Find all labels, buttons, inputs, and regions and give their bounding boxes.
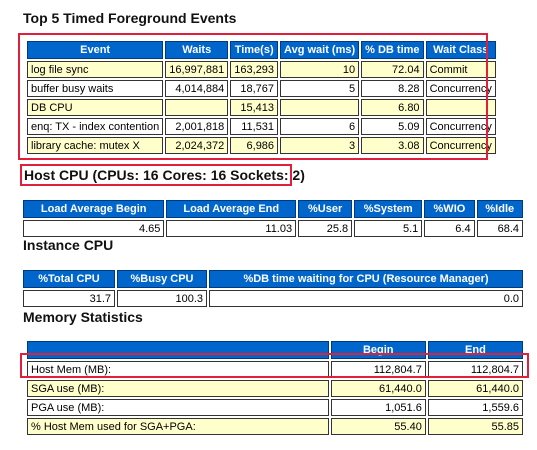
column-header-db-time: % DB time	[361, 41, 424, 59]
time-cell: 163,293	[230, 61, 279, 78]
column-header-busy-cpu: %Busy CPU	[117, 270, 207, 288]
end-cell: 112,804.7	[427, 361, 523, 378]
waits-cell	[165, 99, 229, 116]
column-header-end: End	[427, 341, 523, 359]
end-cell: 1,559.6	[427, 399, 523, 416]
column-header-system: %System	[354, 200, 423, 218]
wait-class-cell: Commit	[425, 61, 496, 78]
table-row: SGA use (MB): 61,440.0 61,440.0	[27, 380, 523, 397]
busy-cpu-cell: 100.3	[117, 290, 207, 307]
instance-cpu-table: %Total CPU %Busy CPU %DB time waiting fo…	[21, 268, 525, 309]
column-header-waits: Waits	[165, 41, 229, 59]
db-time-cell: 72.04	[361, 61, 424, 78]
avg-wait-cell: 3	[280, 137, 360, 154]
column-header-time: Time(s)	[230, 41, 279, 59]
total-cpu-cell: 31.7	[23, 290, 115, 307]
column-header-begin: Begin	[330, 341, 426, 359]
time-cell: 18,767	[230, 80, 279, 97]
begin-cell: 1,051.6	[330, 399, 426, 416]
column-header-load-avg-begin: Load Average Begin	[23, 200, 165, 218]
table-row: DB CPU 15,413 6.80	[27, 99, 496, 116]
db-time-waiting-cell: 0.0	[209, 290, 523, 307]
memory-label-cell: % Host Mem used for SGA+PGA:	[27, 418, 329, 435]
table-row: PGA use (MB): 1,051.6 1,559.6	[27, 399, 523, 416]
event-cell: library cache: mutex X	[27, 137, 164, 154]
time-cell: 15,413	[230, 99, 279, 116]
end-cell: 55.85	[427, 418, 523, 435]
event-cell: log file sync	[27, 61, 164, 78]
wait-class-cell: Concurrency	[425, 80, 496, 97]
column-header-user: %User	[298, 200, 353, 218]
system-cell: 5.1	[354, 220, 423, 237]
column-header-blank	[27, 341, 329, 359]
table-row: 31.7 100.3 0.0	[23, 290, 523, 307]
avg-wait-cell: 6	[280, 118, 360, 135]
table-row: enq: TX - index contention 2,001,818 11,…	[27, 118, 496, 135]
column-header-wait-class: Wait Class	[425, 41, 496, 59]
waits-cell: 4,014,884	[165, 80, 229, 97]
waits-cell: 2,024,372	[165, 137, 229, 154]
memory-statistics-title: Memory Statistics	[23, 309, 143, 325]
waits-cell: 16,997,881	[165, 61, 229, 78]
load-avg-begin-cell: 4.65	[23, 220, 165, 237]
table-row: buffer busy waits 4,014,884 18,767 5 8.2…	[27, 80, 496, 97]
top5-events-title: Top 5 Timed Foreground Events	[23, 10, 237, 26]
time-cell: 11,531	[230, 118, 279, 135]
idle-cell: 68.4	[476, 220, 523, 237]
table-row: % Host Mem used for SGA+PGA: 55.40 55.85	[27, 418, 523, 435]
begin-cell: 61,440.0	[330, 380, 426, 397]
avg-wait-cell	[280, 99, 360, 116]
column-header-event: Event	[27, 41, 164, 59]
column-header-idle: %Idle	[476, 200, 523, 218]
avg-wait-cell: 5	[280, 80, 360, 97]
instance-cpu-title: Instance CPU	[23, 237, 114, 253]
column-header-db-time-waiting: %DB time waiting for CPU (Resource Manag…	[209, 270, 523, 288]
table-header-row: Load Average Begin Load Average End %Use…	[23, 200, 523, 218]
wait-class-cell: Concurrency	[425, 118, 496, 135]
end-cell: 61,440.0	[427, 380, 523, 397]
db-time-cell: 5.09	[361, 118, 424, 135]
begin-cell: 112,804.7	[330, 361, 426, 378]
event-cell: buffer busy waits	[27, 80, 164, 97]
db-time-cell: 3.08	[361, 137, 424, 154]
db-time-cell: 6.80	[361, 99, 424, 116]
memory-label-cell: Host Mem (MB):	[27, 361, 329, 378]
table-row: 4.65 11.03 25.8 5.1 6.4 68.4	[23, 220, 523, 237]
time-cell: 6,986	[230, 137, 279, 154]
db-time-cell: 8.28	[361, 80, 424, 97]
begin-cell: 55.40	[330, 418, 426, 435]
top5-events-table: Event Waits Time(s) Avg wait (ms) % DB t…	[25, 39, 498, 156]
event-cell: enq: TX - index contention	[27, 118, 164, 135]
user-cell: 25.8	[298, 220, 353, 237]
host-cpu-title: Host CPU (CPUs: 16 Cores: 16 Sockets: 2)	[24, 167, 305, 183]
memory-statistics-table: Begin End Host Mem (MB): 112,804.7 112,8…	[25, 339, 525, 437]
column-header-load-avg-end: Load Average End	[166, 200, 297, 218]
memory-label-cell: SGA use (MB):	[27, 380, 329, 397]
table-row: Host Mem (MB): 112,804.7 112,804.7	[27, 361, 523, 378]
column-header-total-cpu: %Total CPU	[23, 270, 115, 288]
avg-wait-cell: 10	[280, 61, 360, 78]
event-cell: DB CPU	[27, 99, 164, 116]
load-avg-end-cell: 11.03	[166, 220, 297, 237]
memory-label-cell: PGA use (MB):	[27, 399, 329, 416]
table-header-row: Event Waits Time(s) Avg wait (ms) % DB t…	[27, 41, 496, 59]
wait-class-cell: Concurrency	[425, 137, 496, 154]
wio-cell: 6.4	[424, 220, 475, 237]
column-header-wio: %WIO	[424, 200, 475, 218]
table-row: log file sync 16,997,881 163,293 10 72.0…	[27, 61, 496, 78]
wait-class-cell	[425, 99, 496, 116]
table-header-row: Begin End	[27, 341, 523, 359]
host-cpu-table: Load Average Begin Load Average End %Use…	[21, 198, 525, 239]
table-header-row: %Total CPU %Busy CPU %DB time waiting fo…	[23, 270, 523, 288]
table-row: library cache: mutex X 2,024,372 6,986 3…	[27, 137, 496, 154]
waits-cell: 2,001,818	[165, 118, 229, 135]
column-header-avg-wait: Avg wait (ms)	[280, 41, 360, 59]
